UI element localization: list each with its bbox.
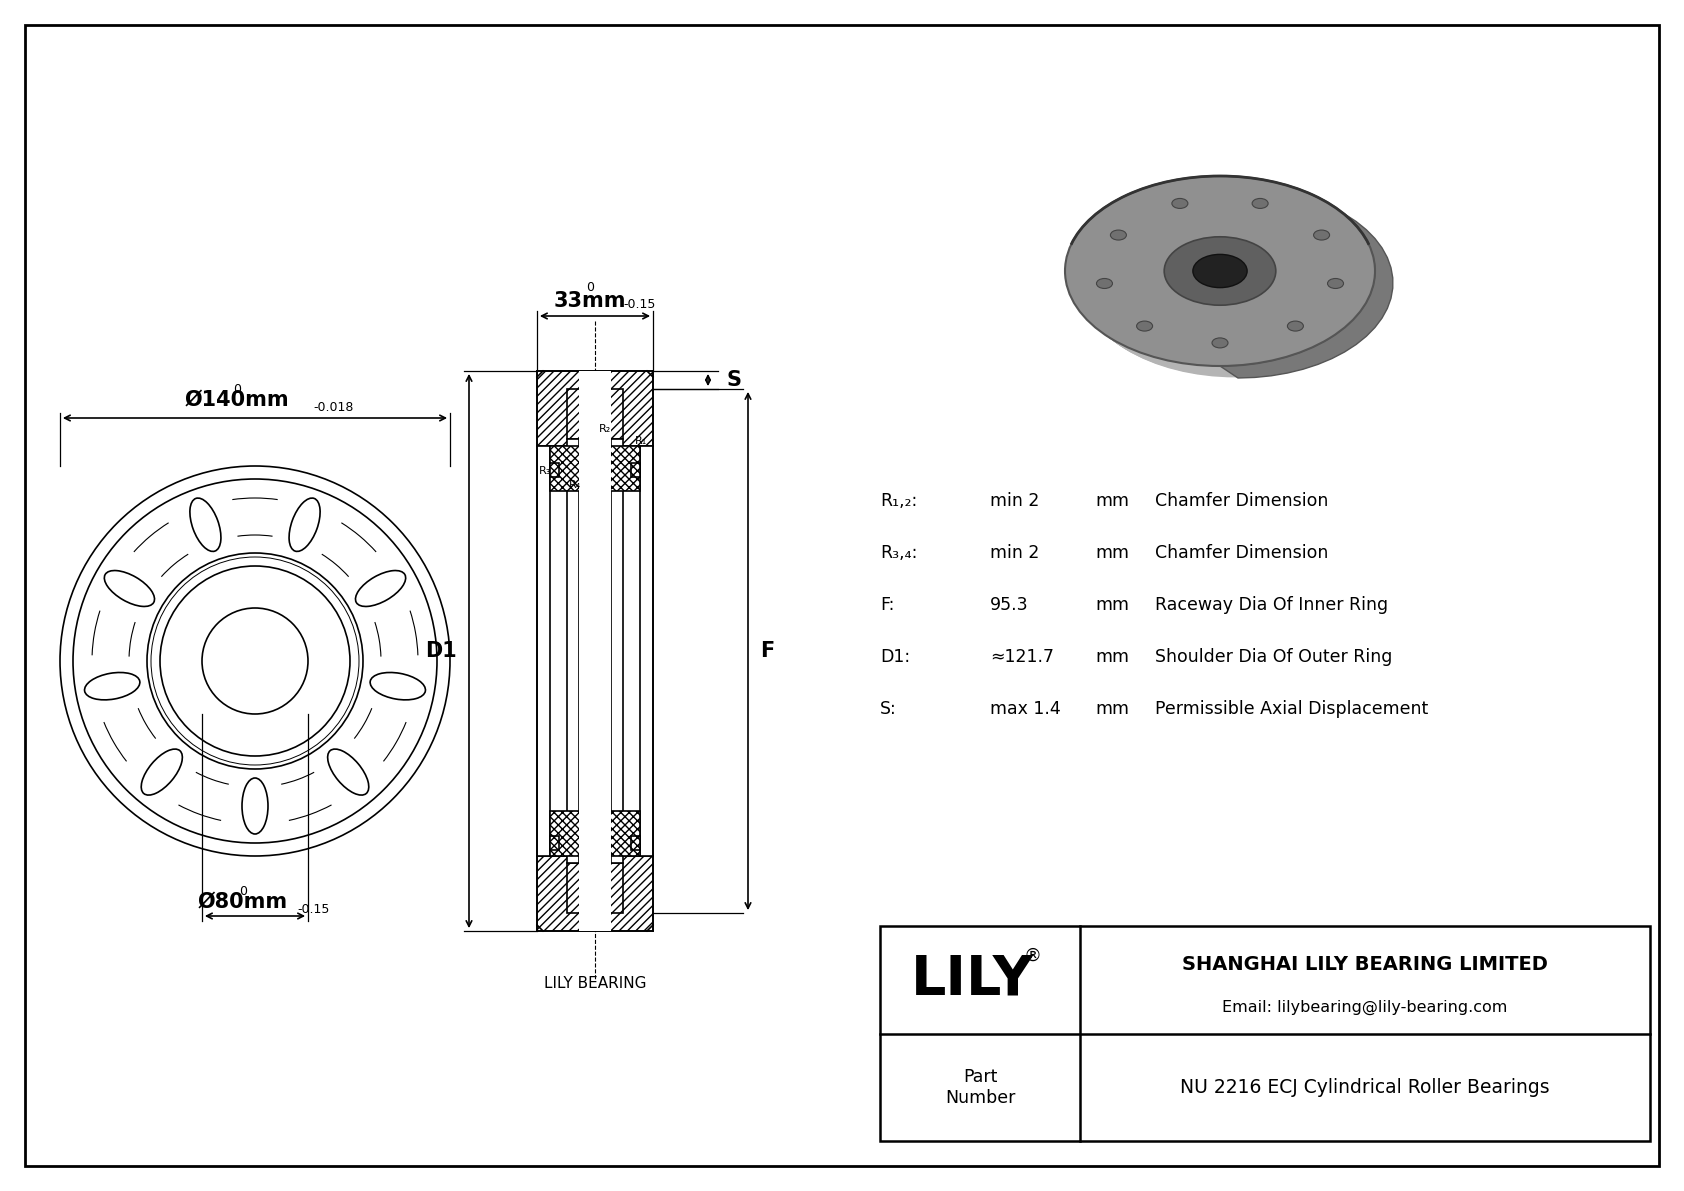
Text: R₃,₄:: R₃,₄: bbox=[881, 544, 918, 562]
Ellipse shape bbox=[1064, 176, 1376, 366]
Text: Raceway Dia Of Inner Ring: Raceway Dia Of Inner Ring bbox=[1155, 596, 1388, 615]
Ellipse shape bbox=[1071, 180, 1381, 370]
Text: D1: D1 bbox=[426, 641, 456, 661]
Ellipse shape bbox=[1074, 183, 1384, 373]
Text: NU 2216 ECJ Cylindrical Roller Bearings: NU 2216 ECJ Cylindrical Roller Bearings bbox=[1180, 1078, 1549, 1097]
Text: 0: 0 bbox=[232, 384, 241, 395]
Text: ≈121.7: ≈121.7 bbox=[990, 648, 1054, 666]
Text: Chamfer Dimension: Chamfer Dimension bbox=[1155, 492, 1329, 510]
Bar bbox=[579, 372, 611, 931]
Text: R₂: R₂ bbox=[600, 424, 611, 434]
Bar bbox=[611, 439, 623, 863]
Bar bbox=[640, 445, 653, 856]
Text: 33mm: 33mm bbox=[554, 291, 626, 311]
Ellipse shape bbox=[1071, 181, 1383, 372]
Text: F:: F: bbox=[881, 596, 894, 615]
Text: -0.15: -0.15 bbox=[296, 903, 330, 916]
Ellipse shape bbox=[1314, 230, 1330, 241]
Text: Ø140mm: Ø140mm bbox=[185, 389, 290, 410]
Text: Permissible Axial Displacement: Permissible Axial Displacement bbox=[1155, 700, 1428, 718]
Text: min 2: min 2 bbox=[990, 492, 1039, 510]
Ellipse shape bbox=[1068, 179, 1378, 368]
Ellipse shape bbox=[1327, 279, 1344, 288]
Ellipse shape bbox=[1253, 199, 1268, 208]
Bar bbox=[551, 811, 640, 856]
Ellipse shape bbox=[1073, 182, 1383, 372]
Text: Chamfer Dimension: Chamfer Dimension bbox=[1155, 544, 1329, 562]
Bar bbox=[632, 836, 640, 850]
Text: mm: mm bbox=[1095, 596, 1128, 615]
Bar bbox=[537, 856, 653, 931]
Text: ®: ® bbox=[1022, 947, 1041, 965]
Text: mm: mm bbox=[1095, 648, 1128, 666]
Ellipse shape bbox=[1164, 237, 1276, 305]
Text: Email: lilybearing@lily-bearing.com: Email: lilybearing@lily-bearing.com bbox=[1223, 1000, 1507, 1015]
Text: R₁,₂:: R₁,₂: bbox=[881, 492, 918, 510]
Ellipse shape bbox=[1172, 199, 1187, 208]
Ellipse shape bbox=[1076, 183, 1386, 374]
Ellipse shape bbox=[1079, 187, 1391, 378]
Text: max 1.4: max 1.4 bbox=[990, 700, 1061, 718]
Text: 0: 0 bbox=[239, 885, 248, 898]
Text: Ø80mm: Ø80mm bbox=[199, 892, 288, 912]
Bar bbox=[537, 445, 551, 856]
Text: -0.15: -0.15 bbox=[623, 298, 655, 311]
Ellipse shape bbox=[1069, 180, 1379, 369]
Bar bbox=[568, 863, 623, 913]
Polygon shape bbox=[1219, 176, 1393, 378]
Ellipse shape bbox=[1076, 185, 1386, 375]
Text: R₃: R₃ bbox=[539, 466, 551, 476]
Ellipse shape bbox=[1079, 187, 1389, 376]
Text: 95.3: 95.3 bbox=[990, 596, 1029, 615]
Text: mm: mm bbox=[1095, 700, 1128, 718]
Text: SHANGHAI LILY BEARING LIMITED: SHANGHAI LILY BEARING LIMITED bbox=[1182, 955, 1548, 974]
Bar bbox=[632, 463, 640, 478]
Text: S: S bbox=[726, 370, 741, 389]
Ellipse shape bbox=[1137, 322, 1152, 331]
Bar bbox=[551, 836, 559, 850]
Ellipse shape bbox=[1066, 176, 1376, 367]
Bar bbox=[537, 372, 653, 445]
Bar bbox=[568, 389, 623, 439]
Text: Part
Number: Part Number bbox=[945, 1068, 1015, 1106]
Text: mm: mm bbox=[1095, 544, 1128, 562]
Text: F: F bbox=[759, 641, 775, 661]
Text: S:: S: bbox=[881, 700, 898, 718]
Text: R₄: R₄ bbox=[569, 480, 581, 490]
Text: 0: 0 bbox=[586, 281, 594, 294]
Text: mm: mm bbox=[1095, 492, 1128, 510]
Text: -0.018: -0.018 bbox=[313, 401, 354, 414]
Ellipse shape bbox=[1192, 255, 1248, 287]
Ellipse shape bbox=[1287, 322, 1303, 331]
Text: min 2: min 2 bbox=[990, 544, 1039, 562]
Ellipse shape bbox=[1212, 338, 1228, 348]
Bar bbox=[881, 925, 1650, 1141]
Ellipse shape bbox=[1068, 177, 1378, 368]
Bar bbox=[551, 445, 640, 491]
Ellipse shape bbox=[1078, 186, 1388, 375]
Ellipse shape bbox=[1110, 230, 1127, 241]
Bar bbox=[551, 463, 559, 478]
Bar bbox=[568, 439, 579, 863]
Text: D1:: D1: bbox=[881, 648, 909, 666]
Text: LILY: LILY bbox=[911, 953, 1034, 1006]
Text: R₁: R₁ bbox=[635, 436, 647, 445]
Ellipse shape bbox=[1096, 279, 1113, 288]
Text: Shoulder Dia Of Outer Ring: Shoulder Dia Of Outer Ring bbox=[1155, 648, 1393, 666]
Text: LILY BEARING: LILY BEARING bbox=[544, 975, 647, 991]
